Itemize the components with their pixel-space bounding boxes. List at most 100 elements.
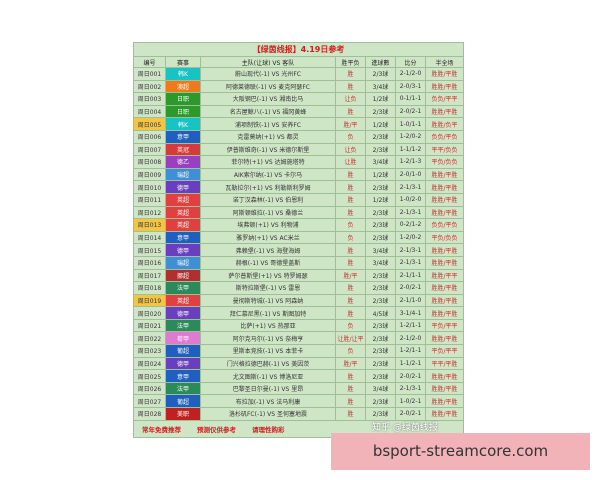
half-full: 胜胜/平胜 [425, 205, 464, 220]
score: 2-1/3-1 [395, 205, 426, 220]
row: 周日016 瑞超 赫根(-1) VS 哥德堡盖斯胜 3/4球 2-1/3-1 胜胜/平胜 [133, 255, 464, 270]
result: 让负 [335, 92, 366, 106]
row: 周日012 英超 阿斯顿维拉(-1) VS 桑德兰胜 2/3球 2-1/3-1 胜胜/平胜 [133, 205, 464, 220]
half-full: 胜胜/平胜 [425, 281, 464, 295]
goals: 3/4球 [365, 255, 396, 270]
league: 英冠 [165, 142, 201, 157]
match: 斯特拉斯堡(-1) VS 雷恩 [200, 281, 336, 295]
result: 胜 [335, 67, 366, 81]
row-id: 周日005 [133, 117, 166, 131]
row: 周日021 法甲 比萨(+1) VS 热那亚负 2/3球 1-2/1-1 平负/平平 [133, 318, 464, 333]
column-header: 编号 [133, 56, 166, 68]
match: 克雷莫纳(+1) VS 都灵 [200, 129, 336, 144]
match: 雅罗纳(+1) VS AC米兰 [200, 230, 336, 245]
row-id: 周日025 [133, 369, 166, 383]
league: 德甲 [165, 243, 201, 257]
row: 周日001 韩K 蔚山现代(-1) VS 光州FC 胜 2/3球 2-1/2-0 胜胜/平胜 [133, 67, 464, 81]
footer-text: 常年免费推荐 [142, 425, 181, 434]
result: 胜 [335, 306, 366, 320]
result: 负 [335, 318, 366, 333]
half-full: 胜胜/平胜 [425, 381, 464, 396]
goals: 2/3球 [365, 281, 396, 295]
goals: 1/2球 [365, 192, 396, 207]
result: 胜 [335, 255, 366, 270]
result: 让负 [335, 142, 366, 157]
match: 阿尔克马尔(-1) VS 奈梅亨 [200, 331, 336, 346]
league: 英超 [165, 218, 201, 232]
goals: 2/3球 [365, 180, 396, 194]
match: 名古屋鲸八(-1) VS 福冈黄蜂 [200, 104, 336, 119]
match: 巴黎圣日尔曼(-1) VS 里昂 [200, 381, 336, 396]
score: 2-0/1-0 [395, 167, 426, 182]
row-id: 周日021 [133, 318, 166, 333]
score: 2-1/3-1 [395, 255, 426, 270]
league: 德乙 [165, 155, 201, 169]
half-full: 胜胜/平平 [425, 268, 464, 283]
half-full: 平负/负负 [425, 155, 464, 169]
row: 周日004 日职 名古屋鲸八(-1) VS 福冈黄蜂胜 2/3球 2-0/2-1 胜胜/平… [133, 104, 464, 119]
match: 浦项制铁(-1) VS 安养FC [200, 117, 336, 131]
half-full: 胜胜/平胜 [425, 192, 464, 207]
row: 周日019 英超 曼彻斯特城(-1) VS 阿森纳胜 2/3球 2-1/1-0 胜胜/平胜 [133, 293, 464, 308]
goals: 2/3球 [365, 318, 396, 333]
goals: 1/2球 [365, 167, 396, 182]
league: 瑞超 [165, 167, 201, 182]
score: 1-2/1-1 [395, 318, 426, 333]
result: 胜 [335, 394, 366, 409]
result: 负 [335, 129, 366, 144]
row: 周日002 澳超 阿德莱德联(-1) VS 麦克阿瑟FC 胜 3/4球 2-0/3-1 胜胜… [133, 79, 464, 94]
result: 胜 [335, 205, 366, 220]
match: 拜仁慕尼黑(-1) VS 斯图加特 [200, 306, 336, 320]
row: 周日005 韩K 浦项制铁(-1) VS 安养FC 胜/平 1/2球 1-0/1-1 胜胜/… [133, 117, 464, 131]
goals: 3/4球 [365, 155, 396, 169]
score: 1-0/2-1 [395, 394, 426, 409]
score: 3-1/4-1 [395, 306, 426, 320]
half-full: 胜胜/平胜 [425, 293, 464, 308]
score: 2-1/1-0 [395, 293, 426, 308]
score: 2-1/1-1 [395, 268, 426, 283]
match: 诺丁汉森林(-1) VS 伯恩利 [200, 192, 336, 207]
score: 0-2/1-2 [395, 218, 426, 232]
half-full: 胜胜/平胜 [425, 369, 464, 383]
result: 胜 [335, 293, 366, 308]
league: 意甲 [165, 129, 201, 144]
match: 蔚山现代(-1) VS 光州FC [200, 67, 336, 81]
column-header: 胜平负 [335, 56, 366, 68]
half-full: 胜胜/平胜 [425, 243, 464, 257]
row-id: 周日012 [133, 205, 166, 220]
result: 胜 [335, 104, 366, 119]
half-full: 平平/平胜 [425, 356, 464, 371]
score: 2-1/3-1 [395, 381, 426, 396]
row-id: 周日003 [133, 92, 166, 106]
half-full: 胜胜/平胜 [425, 331, 464, 346]
league: 瑞超 [165, 255, 201, 270]
half-full: 胜胜/平胜 [425, 255, 464, 270]
score: 2-1/2-0 [395, 331, 426, 346]
row-id: 周日024 [133, 356, 166, 371]
row: 周日017 挪超 萨尔普斯堡(+1) VS 特罗姆瑟 胜/平 2/3球 2-1/1-1 胜胜… [133, 268, 464, 283]
column-header: 主队(让球) VS 客队 [200, 56, 336, 68]
result: 胜/平 [335, 268, 366, 283]
row-id: 周日022 [133, 331, 166, 346]
league: 法甲 [165, 381, 201, 396]
goals: 2/3球 [365, 104, 396, 119]
score: 2-0/2-1 [395, 369, 426, 383]
match: 阿斯顿维拉(-1) VS 桑德兰 [200, 205, 336, 220]
goals: 2/3球 [365, 369, 396, 383]
row-id: 周日013 [133, 218, 166, 232]
result: 让胜/让平 [335, 331, 366, 346]
goals: 2/3球 [365, 356, 396, 371]
row-id: 周日015 [133, 243, 166, 257]
result: 胜/平 [335, 117, 366, 131]
goals: 3/4球 [365, 243, 396, 257]
row-id: 周日009 [133, 167, 166, 182]
row-id: 周日004 [133, 104, 166, 119]
banner: bsport-streamcore.com [331, 433, 590, 470]
score: 2-0/2-1 [395, 281, 426, 295]
half-full: 胜胜/平胜 [425, 407, 464, 421]
match: 大阪钢巴(-1) VS 湘南比马 [200, 92, 336, 106]
row-id: 周日017 [133, 268, 166, 283]
league: 日职 [165, 92, 201, 106]
row: 周日010 德甲 瓦勒拉尔(+1) VS 利勒斯利罗姆胜 2/3球 2-1/3-1 胜胜/… [133, 180, 464, 194]
